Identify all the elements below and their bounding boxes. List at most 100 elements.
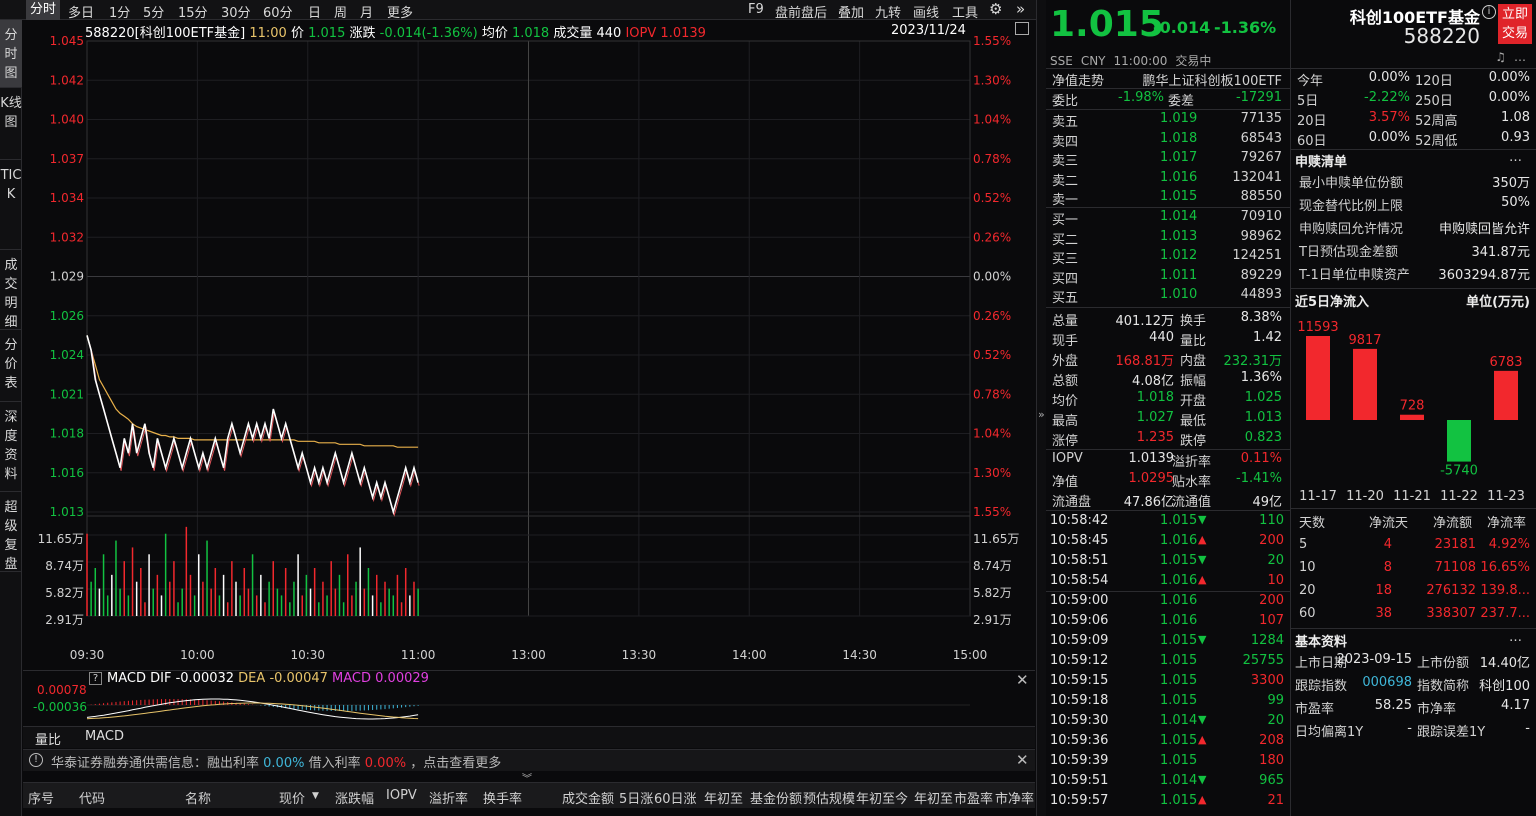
bid-row[interactable]: 买三 1.012 124251	[1046, 248, 1290, 268]
column-header-7[interactable]: 换手率	[483, 792, 523, 807]
more-icon[interactable]: …	[1514, 50, 1526, 64]
period-tab-9[interactable]: 月	[360, 6, 374, 21]
column-header-0[interactable]: 序号	[28, 792, 55, 807]
column-header-12[interactable]: 基金份额	[750, 792, 803, 807]
period-tab-3[interactable]: 5分	[143, 6, 165, 21]
stat-value: 8.38%	[1240, 310, 1282, 325]
dif-label: DIF	[150, 671, 172, 686]
sidebar-view-6[interactable]: 超级复盘	[0, 492, 22, 572]
ask-row[interactable]: 卖三 1.017 79267	[1046, 150, 1290, 170]
toolbar-tool-0[interactable]: F9	[748, 2, 764, 17]
y-left-tick: 1.026	[50, 309, 84, 323]
tick-volume: 10	[1267, 573, 1284, 588]
help-icon[interactable]: ?	[89, 672, 102, 685]
toolbar-tool-3[interactable]: 九转	[875, 6, 902, 21]
trade-now-button[interactable]: 立即交易	[1498, 4, 1532, 44]
close-macd-icon[interactable]: ✕	[1016, 671, 1029, 689]
intraday-chart[interactable]: 588220[科创100ETF基金] 11:00 价 1.015 涨跌 -0.0…	[23, 20, 1035, 670]
column-header-9[interactable]: 5日涨	[619, 792, 654, 807]
period-tab-6[interactable]: 60分	[263, 6, 293, 21]
ask-row[interactable]: 卖二 1.016 132041	[1046, 170, 1290, 190]
bid-row[interactable]: 买四 1.011 89229	[1046, 268, 1290, 288]
tab-macd[interactable]: MACD	[85, 729, 124, 744]
fund-name: 科创100ETF基金	[1349, 8, 1480, 27]
margin-info-bar[interactable]: ! 华泰证券融券通供需信息：融出利率 0.00% 借入利率 0.00% ，点击查…	[23, 749, 1035, 771]
toolbar-tool-4[interactable]: 画线	[913, 6, 940, 21]
ask-volume: 77135	[1240, 111, 1282, 126]
basic-value[interactable]: 000698	[1362, 675, 1412, 690]
ask-row[interactable]: 卖五 1.019 77135	[1046, 111, 1290, 131]
column-header-17[interactable]: 市净率	[995, 792, 1035, 807]
bid-label: 买二	[1052, 232, 1079, 248]
column-header-14[interactable]: 年初至今	[856, 792, 909, 807]
toolbar-tool-5[interactable]: 工具	[952, 6, 979, 21]
column-header-3[interactable]: 现价	[279, 792, 306, 807]
bid-row[interactable]: 买二 1.013 98962	[1046, 229, 1290, 249]
tracked-index-name: 鹏华上证科创板100ETF	[1142, 74, 1282, 89]
layout-icon[interactable]	[1015, 22, 1029, 35]
period-tab-8[interactable]: 周	[334, 6, 348, 21]
subscribe-row: 申购赎回允许情况 申购赎回皆允许	[1291, 218, 1536, 238]
period-tab-4[interactable]: 15分	[178, 6, 208, 21]
sort-down-icon[interactable]: ▼	[312, 791, 319, 801]
bid-row[interactable]: 买一 1.014 70910	[1046, 209, 1290, 229]
stat-value: 1.0295	[1128, 471, 1175, 486]
sidebar-view-4[interactable]: 分价表	[0, 330, 22, 402]
chevron-right-icon[interactable]: »	[1016, 0, 1026, 18]
bid-row[interactable]: 买五 1.010 44893	[1046, 287, 1290, 307]
subscribe-more-icon[interactable]: …	[1509, 150, 1522, 165]
basic-value: -	[1407, 721, 1412, 736]
sidebar-view-5[interactable]: 深度资料	[0, 402, 22, 492]
sidebar-view-2[interactable]: TICK	[0, 160, 22, 250]
column-header-2[interactable]: 名称	[185, 792, 212, 807]
column-header-5[interactable]: IOPV	[386, 788, 417, 803]
stat-value: 0.11%	[1240, 451, 1282, 466]
ask-row[interactable]: 卖四 1.018 68543	[1046, 131, 1290, 151]
toolbar-tool-2[interactable]: 叠加	[838, 6, 865, 21]
nav-trend-link[interactable]: 净值走势	[1052, 74, 1105, 89]
settings-gear-icon[interactable]: ⚙	[989, 0, 1003, 18]
period-tab-5[interactable]: 30分	[221, 6, 251, 21]
subscribe-row: 现金替代比例上限 50%	[1291, 195, 1536, 215]
period-tab-1[interactable]: 多日	[68, 6, 95, 21]
period-tab-0[interactable]: 分时	[26, 0, 61, 20]
info-circle-icon[interactable]: i	[1482, 5, 1496, 19]
close-info-icon[interactable]: ✕	[1016, 751, 1029, 769]
toolbar-tool-1[interactable]: 盘前盘后	[775, 6, 828, 21]
column-header-1[interactable]: 代码	[79, 792, 106, 807]
bell-icon[interactable]: ♫	[1495, 50, 1506, 64]
period-tab-10[interactable]: 更多	[387, 6, 414, 21]
column-header-10[interactable]: 60日涨	[654, 792, 697, 807]
column-header-16[interactable]: 市盈率	[954, 792, 994, 807]
tick-row: 10:59:30 1.014 ▼ 20	[1046, 713, 1290, 733]
column-header-11[interactable]: 年初至	[704, 792, 744, 807]
column-header-8[interactable]: 成交金额	[562, 792, 615, 807]
tick-volume: 965	[1259, 773, 1284, 788]
flow-label: 11593	[1297, 320, 1338, 335]
basic-more-icon[interactable]: …	[1509, 630, 1522, 645]
perf-label: 52周高	[1415, 114, 1458, 129]
column-header-6[interactable]: 溢折率	[429, 792, 469, 807]
column-header-4[interactable]: 涨跌幅	[335, 792, 375, 807]
sidebar-view-0[interactable]: 分时图	[0, 20, 22, 88]
ask-row[interactable]: 卖一 1.015 88550	[1046, 189, 1290, 209]
arrow-down-icon: ▼	[1198, 553, 1207, 566]
tick-time: 10:59:09	[1050, 633, 1109, 648]
y-right-tick: 1.04%	[973, 427, 1011, 441]
period-tab-2[interactable]: 1分	[109, 6, 131, 21]
flow-date: 11-21	[1393, 489, 1431, 504]
panel-collapse-handle[interactable]: »	[1036, 0, 1046, 816]
flow-days: 20	[1299, 583, 1316, 598]
perf-row: 20日 3.57% 52周高 1.08	[1291, 110, 1536, 130]
column-header-13[interactable]: 预估规模	[803, 792, 856, 807]
column-header-15[interactable]: 年初至	[914, 792, 954, 807]
period-tab-7[interactable]: 日	[308, 6, 322, 21]
expand-chevron-icon[interactable]: ︾	[522, 774, 532, 785]
basic-value: 4.17	[1501, 698, 1530, 713]
tick-price: 1.016	[1160, 593, 1198, 608]
sidebar-view-1[interactable]: K线图	[0, 88, 22, 160]
bid-price: 1.013	[1160, 228, 1198, 244]
tab-volume-ratio[interactable]: 量比	[35, 733, 62, 748]
sidebar-view-3[interactable]: 成交明细	[0, 250, 22, 330]
dea-line	[86, 702, 419, 720]
